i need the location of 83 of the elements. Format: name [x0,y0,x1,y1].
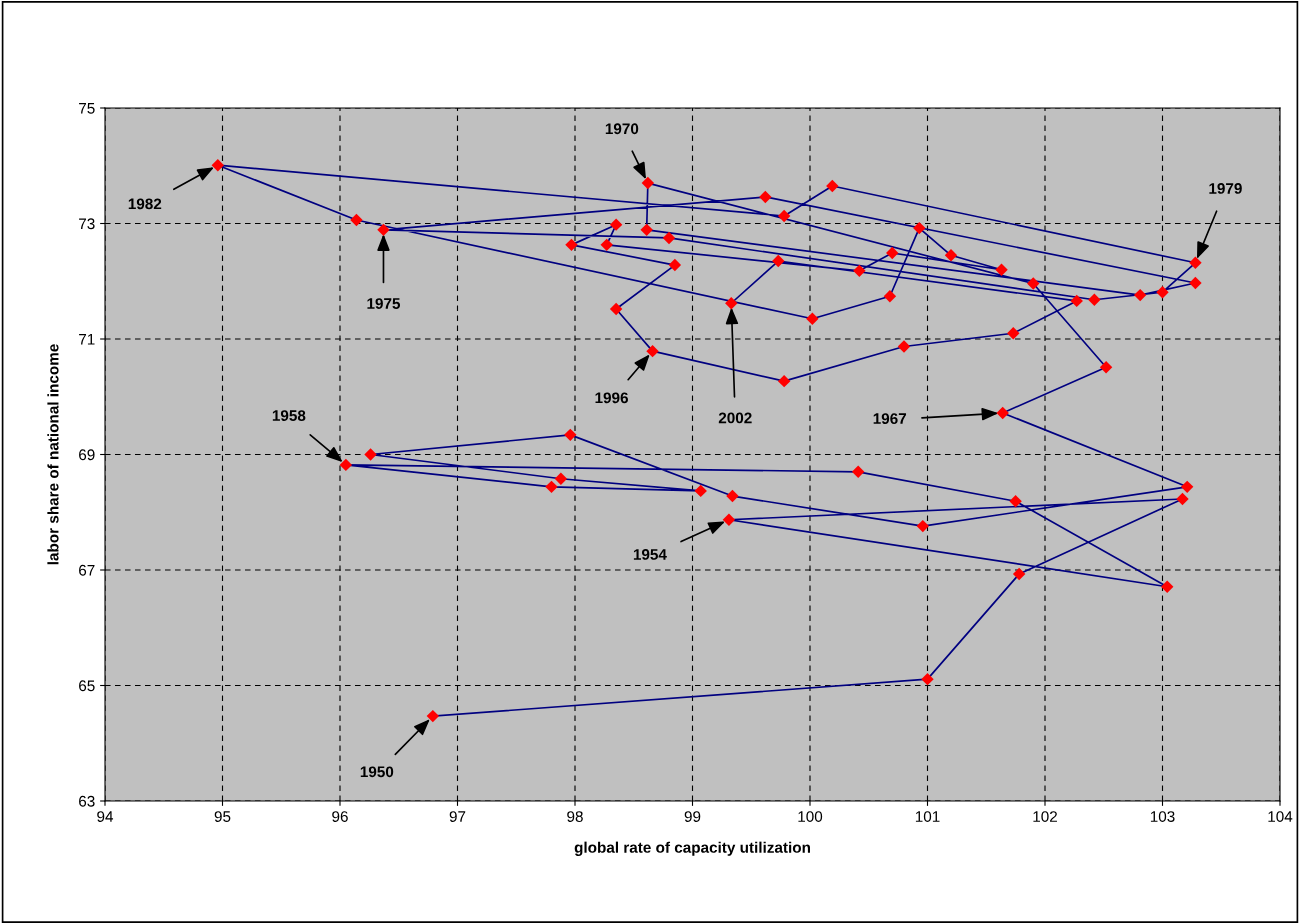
point [883,290,897,303]
point [565,238,578,252]
point [377,223,390,237]
point [564,428,577,442]
y-tick-label: 65 [79,680,95,692]
point [1160,580,1174,593]
point [916,519,930,533]
point [1176,492,1189,506]
point [886,246,899,260]
point [1099,361,1113,374]
y-axis-title: labor share of national income [47,344,59,565]
point [668,258,682,272]
x-tick-label: 100 [798,811,823,822]
x-tick-label: 102 [1033,811,1057,822]
point [694,484,707,498]
x-tick-label: 101 [915,811,940,822]
annotation: 1958 [272,410,306,421]
point [364,448,377,461]
point [944,249,958,262]
x-tick-label: 97 [449,811,466,822]
annotation: 1975 [367,298,401,309]
point [777,209,791,223]
annotation: 1950 [360,766,394,778]
point [995,263,1008,276]
point [806,312,819,325]
y-tick-label: 67 [79,564,95,576]
x-tick-label: 94 [97,811,114,822]
annotation: 1979 [1209,183,1242,194]
point [777,374,791,388]
point [996,406,1009,420]
x-tick-label: 95 [214,811,231,822]
point [853,264,866,278]
annotation: 1982 [128,198,162,210]
point [1009,495,1022,508]
x-tick-label: 103 [1150,811,1175,822]
point [897,340,911,353]
point [913,221,926,235]
y-tick-label: 75 [79,103,95,114]
point [1070,294,1083,308]
point [1189,256,1202,269]
point [426,709,440,723]
point [826,179,839,193]
point [1180,480,1194,494]
point [554,472,568,485]
point [600,238,613,252]
annotation: 2002 [718,412,752,424]
point [1027,277,1040,290]
x-axis-title: global rate of capacity utilization [574,841,810,856]
point [609,218,623,231]
point [646,344,659,358]
annotation: 1996 [595,392,628,404]
point [1189,276,1202,290]
point [545,480,558,494]
point [1007,327,1020,340]
x-tick-label: 99 [684,811,701,822]
y-tick-label: 71 [79,334,95,345]
point [921,672,934,686]
point [1012,567,1026,581]
x-tick-label: 104 [1268,811,1293,822]
y-tick-label: 69 [79,449,95,461]
point [641,176,655,190]
y-tick-label: 73 [79,218,95,230]
x-tick-label: 98 [567,811,583,822]
point [211,158,225,172]
annotation: 1970 [605,123,639,135]
point [640,223,653,237]
point [1088,293,1101,306]
point [1133,288,1147,302]
point [662,231,676,245]
point [851,465,865,479]
annotation: 1954 [633,549,667,560]
point [726,489,739,503]
point [722,513,736,526]
point [725,296,738,310]
point [1156,286,1169,299]
y-tick-label: 63 [79,795,95,807]
annotation: 1967 [873,413,907,425]
point [759,190,772,204]
point [609,302,623,316]
point [350,213,363,227]
x-tick-label: 96 [332,811,348,822]
point [339,458,353,472]
point [772,254,785,268]
